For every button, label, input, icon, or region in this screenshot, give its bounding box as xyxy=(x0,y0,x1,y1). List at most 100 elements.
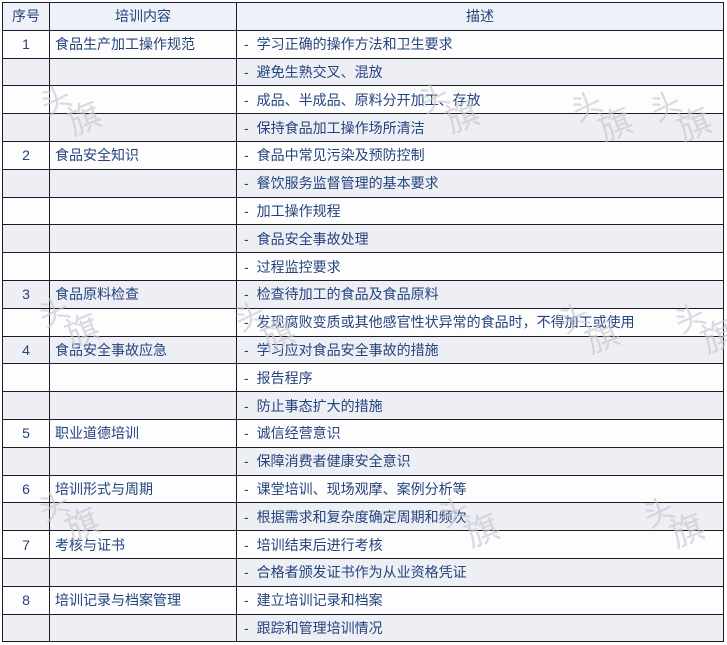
description-text: 培训结束后进行考核 xyxy=(256,536,383,553)
row-number-cell xyxy=(2,557,50,587)
row-training-content-cell xyxy=(49,557,237,587)
dash-bullet: - xyxy=(244,508,249,525)
table-row: - 食品安全事故处理 xyxy=(2,224,724,254)
row-number-cell xyxy=(2,307,50,337)
row-training-content-cell: 食品生产加工操作规范 xyxy=(49,29,237,59)
table-row: 2 食品安全知识 - 食品中常见污染及预防控制 xyxy=(2,140,724,170)
row-training-content-cell xyxy=(49,224,237,254)
description-text: 成品、半成品、原料分开加工、存放 xyxy=(256,91,481,108)
dash-bullet: - xyxy=(244,453,249,470)
row-number-cell: 4 xyxy=(2,335,50,365)
dash-bullet: - xyxy=(244,63,249,80)
row-description-cell: - 学习正确的操作方法和卫生要求 xyxy=(236,29,724,59)
table-row: - 跟踪和管理培训情况 xyxy=(2,613,724,643)
row-number-cell: 8 xyxy=(2,585,50,615)
header-row: 序号 培训内容 描述 xyxy=(2,2,724,31)
table-row: 3 食品原料检查 - 检查待加工的食品及食品原料 xyxy=(2,279,724,309)
row-description-cell: - 学习应对食品安全事故的措施 xyxy=(236,335,724,365)
description-text: 避免生熟交叉、混放 xyxy=(256,63,383,80)
dash-bullet: - xyxy=(244,175,249,192)
table-row: - 过程监控要求 xyxy=(2,252,724,281)
dash-bullet: - xyxy=(244,619,249,636)
row-training-content-cell: 食品原料检查 xyxy=(49,279,237,309)
row-number-cell xyxy=(2,113,50,142)
row-number-cell xyxy=(2,446,50,476)
row-number-cell: 7 xyxy=(2,530,50,559)
row-description-cell: - 合格者颁发证书作为从业资格凭证 xyxy=(236,557,724,587)
row-number-cell xyxy=(2,252,50,281)
row-number-cell xyxy=(2,613,50,643)
table-row: - 成品、半成品、原料分开加工、存放 xyxy=(2,85,724,115)
row-description-cell: - 培训结束后进行考核 xyxy=(236,530,724,559)
row-number-cell: 2 xyxy=(2,140,50,170)
row-description-cell: - 报告程序 xyxy=(236,363,724,393)
row-description-cell: - 过程监控要求 xyxy=(236,252,724,281)
description-text: 学习正确的操作方法和卫生要求 xyxy=(256,36,453,53)
row-number-cell: 3 xyxy=(2,279,50,309)
row-training-content-cell xyxy=(49,363,237,393)
row-number-cell: 6 xyxy=(2,474,50,504)
row-number-cell xyxy=(2,224,50,254)
table-row: - 保持食品加工操作场所清洁 xyxy=(2,113,724,142)
table-row: - 防止事态扩大的措施 xyxy=(2,391,724,420)
row-number-cell xyxy=(2,57,50,87)
row-number-cell xyxy=(2,391,50,420)
row-description-cell: - 根据需求和复杂度确定周期和频次 xyxy=(236,502,724,532)
description-text: 报告程序 xyxy=(256,369,313,386)
description-text: 检查待加工的食品及食品原料 xyxy=(256,286,439,303)
dash-bullet: - xyxy=(244,314,249,331)
dash-bullet: - xyxy=(244,480,249,497)
description-text: 过程监控要求 xyxy=(256,258,341,275)
table-row: 1 食品生产加工操作规范 - 学习正确的操作方法和卫生要求 xyxy=(2,29,724,59)
row-description-cell: - 保持食品加工操作场所清洁 xyxy=(236,113,724,142)
row-training-content-cell xyxy=(49,196,237,226)
description-text: 跟踪和管理培训情况 xyxy=(256,619,383,636)
header-cell-desc: 描述 xyxy=(236,2,724,31)
row-description-cell: - 加工操作规程 xyxy=(236,196,724,226)
dash-bullet: - xyxy=(244,91,249,108)
row-training-content-cell xyxy=(49,252,237,281)
table-row: - 保障消费者健康安全意识 xyxy=(2,446,724,476)
row-description-cell: - 避免生熟交叉、混放 xyxy=(236,57,724,87)
row-description-cell: - 跟踪和管理培训情况 xyxy=(236,613,724,643)
row-number-cell xyxy=(2,85,50,115)
row-description-cell: - 发现腐败变质或其他感官性状异常的食品时，不得加工或使用 xyxy=(236,307,724,337)
dash-bullet: - xyxy=(244,36,249,53)
dash-bullet: - xyxy=(244,592,249,609)
dash-bullet: - xyxy=(244,397,249,414)
table-row: - 发现腐败变质或其他感官性状异常的食品时，不得加工或使用 xyxy=(2,307,724,337)
row-training-content-cell xyxy=(49,613,237,643)
table-row: 8 培训记录与档案管理 - 建立培训记录和档案 xyxy=(2,585,724,615)
dash-bullet: - xyxy=(244,369,249,386)
row-description-cell: - 诚信经营意识 xyxy=(236,418,724,448)
table-row: - 报告程序 xyxy=(2,363,724,393)
row-training-content-cell xyxy=(49,502,237,532)
table-row: 6 培训形式与周期 - 课堂培训、现场观摩、案例分析等 xyxy=(2,474,724,504)
row-description-cell: - 食品中常见污染及预防控制 xyxy=(236,140,724,170)
row-description-cell: - 建立培训记录和档案 xyxy=(236,585,724,615)
row-training-content-cell: 食品安全事故应急 xyxy=(49,335,237,365)
description-text: 发现腐败变质或其他感官性状异常的食品时，不得加工或使用 xyxy=(256,314,635,331)
row-description-cell: - 防止事态扩大的措施 xyxy=(236,391,724,420)
table-row: 4 食品安全事故应急 - 学习应对食品安全事故的措施 xyxy=(2,335,724,365)
table-row: - 根据需求和复杂度确定周期和频次 xyxy=(2,502,724,532)
description-text: 防止事态扩大的措施 xyxy=(256,397,383,414)
table-row: - 避免生熟交叉、混放 xyxy=(2,57,724,87)
row-number-cell xyxy=(2,168,50,198)
description-text: 建立培训记录和档案 xyxy=(256,592,383,609)
row-description-cell: - 餐饮服务监督管理的基本要求 xyxy=(236,168,724,198)
dash-bullet: - xyxy=(244,286,249,303)
row-description-cell: - 食品安全事故处理 xyxy=(236,224,724,254)
dash-bullet: - xyxy=(244,119,249,136)
row-description-cell: - 保障消费者健康安全意识 xyxy=(236,446,724,476)
table-row: 5 职业道德培训 - 诚信经营意识 xyxy=(2,418,724,448)
row-training-content-cell: 培训形式与周期 xyxy=(49,474,237,504)
row-training-content-cell xyxy=(49,113,237,142)
row-training-content-cell xyxy=(49,446,237,476)
row-training-content-cell: 职业道德培训 xyxy=(49,418,237,448)
description-text: 食品中常见污染及预防控制 xyxy=(256,147,425,164)
description-text: 课堂培训、现场观摩、案例分析等 xyxy=(256,480,467,497)
row-training-content-cell: 食品安全知识 xyxy=(49,140,237,170)
